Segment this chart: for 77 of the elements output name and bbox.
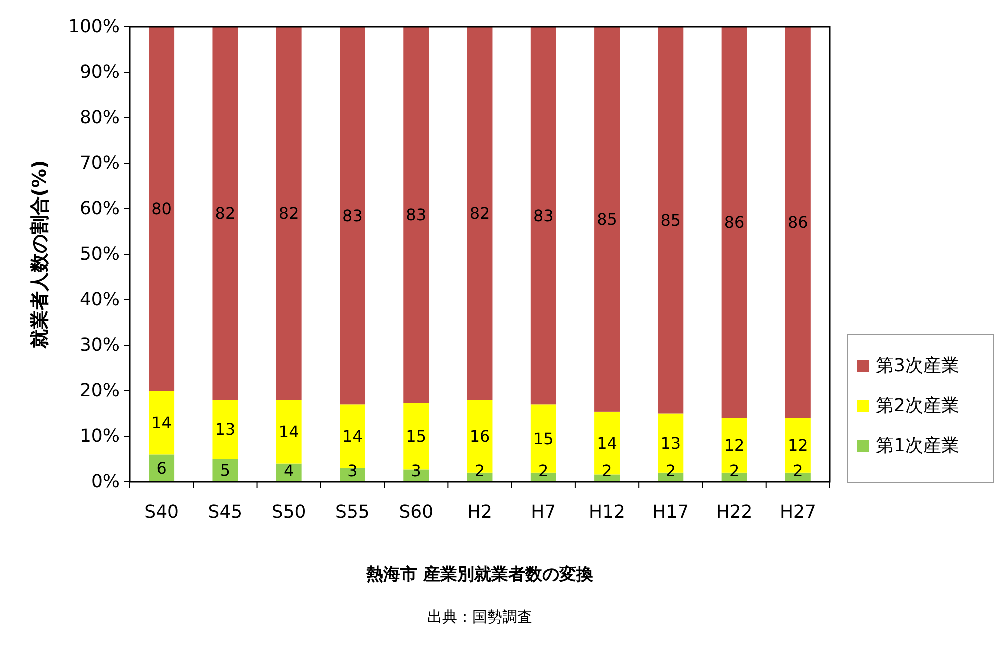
data-label: 14 bbox=[152, 413, 172, 432]
data-label: 83 bbox=[533, 206, 554, 226]
legend-label: 第3次産業 bbox=[876, 356, 960, 376]
data-label: 4 bbox=[284, 462, 294, 480]
data-label: 82 bbox=[470, 204, 490, 224]
data-label: 2 bbox=[474, 462, 486, 480]
bar bbox=[467, 27, 493, 400]
y-tick-label: 100% bbox=[68, 16, 120, 38]
x-tick-label: H12 bbox=[589, 502, 626, 523]
bar bbox=[212, 27, 238, 400]
x-tick-label: S60 bbox=[399, 502, 434, 523]
data-label: 15 bbox=[406, 427, 427, 446]
data-label: 2 bbox=[729, 462, 740, 480]
data-label: 83 bbox=[406, 206, 427, 225]
bar bbox=[404, 27, 430, 404]
bar bbox=[594, 412, 620, 475]
data-label: 2 bbox=[666, 462, 676, 480]
data-label: 13 bbox=[660, 434, 682, 453]
data-label: 2 bbox=[793, 462, 804, 480]
x-tick-label: S40 bbox=[144, 502, 179, 523]
data-label: 2 bbox=[602, 462, 612, 480]
y-tick-label: 60% bbox=[80, 198, 120, 220]
data-label: 85 bbox=[660, 210, 682, 230]
data-label: 82 bbox=[215, 204, 236, 224]
data-label: 12 bbox=[788, 436, 808, 456]
x-tick-label: H27 bbox=[780, 502, 816, 523]
x-tick-label: S55 bbox=[336, 502, 370, 523]
x-tick-label: H17 bbox=[652, 502, 690, 523]
data-label: 12 bbox=[724, 436, 745, 456]
data-label: 15 bbox=[533, 429, 554, 448]
data-label: 83 bbox=[342, 206, 363, 226]
y-tick-label: 30% bbox=[80, 335, 120, 356]
bar bbox=[149, 454, 175, 482]
legend-label: 第2次産業 bbox=[876, 396, 960, 416]
data-label: 86 bbox=[788, 213, 808, 232]
source-note: 出典：国勢調査 bbox=[428, 608, 532, 626]
legend-label: 第1次産業 bbox=[876, 436, 960, 456]
x-tick-label: H7 bbox=[531, 502, 556, 523]
data-label: 5 bbox=[220, 461, 231, 480]
x-tick-label: H2 bbox=[468, 502, 492, 523]
data-label: 14 bbox=[597, 434, 618, 453]
y-tick-label: 40% bbox=[80, 290, 120, 310]
data-label: 85 bbox=[597, 210, 618, 229]
x-tick-label: H22 bbox=[716, 502, 753, 523]
y-tick-label: 70% bbox=[80, 153, 120, 174]
data-label: 16 bbox=[470, 427, 490, 446]
bar bbox=[276, 400, 302, 464]
data-label: 2 bbox=[538, 462, 549, 480]
data-label: 3 bbox=[411, 462, 422, 480]
text: 熱海市 産業別就業者数の変換 bbox=[366, 565, 594, 585]
data-label: 14 bbox=[278, 422, 300, 442]
bar bbox=[722, 27, 748, 418]
y-tick-label: 80% bbox=[80, 108, 120, 128]
x-tick-label: S50 bbox=[272, 502, 306, 523]
data-label: 80 bbox=[152, 200, 172, 218]
y-tick-label: 10% bbox=[80, 426, 120, 447]
y-tick-label: 20% bbox=[80, 380, 120, 402]
bar bbox=[530, 27, 556, 405]
data-label: 14 bbox=[342, 427, 363, 446]
bar bbox=[149, 27, 175, 391]
bar bbox=[149, 391, 175, 455]
data-label: 13 bbox=[215, 420, 236, 440]
bar bbox=[212, 400, 238, 460]
x-tick-label: S45 bbox=[208, 502, 243, 523]
data-label: 6 bbox=[156, 458, 167, 478]
bar bbox=[594, 27, 620, 412]
data-label: 82 bbox=[278, 204, 300, 224]
y-tick-label: 0% bbox=[91, 472, 120, 492]
y-axis-title: 就業者人数の割合(%) bbox=[29, 160, 51, 350]
bar bbox=[658, 27, 684, 414]
bar bbox=[276, 27, 302, 400]
y-tick-label: 90% bbox=[80, 62, 120, 83]
bar bbox=[340, 27, 366, 405]
data-label: 3 bbox=[348, 462, 358, 480]
data-label: 86 bbox=[724, 213, 745, 232]
y-tick-label: 50% bbox=[80, 244, 120, 265]
bar bbox=[785, 27, 811, 418]
